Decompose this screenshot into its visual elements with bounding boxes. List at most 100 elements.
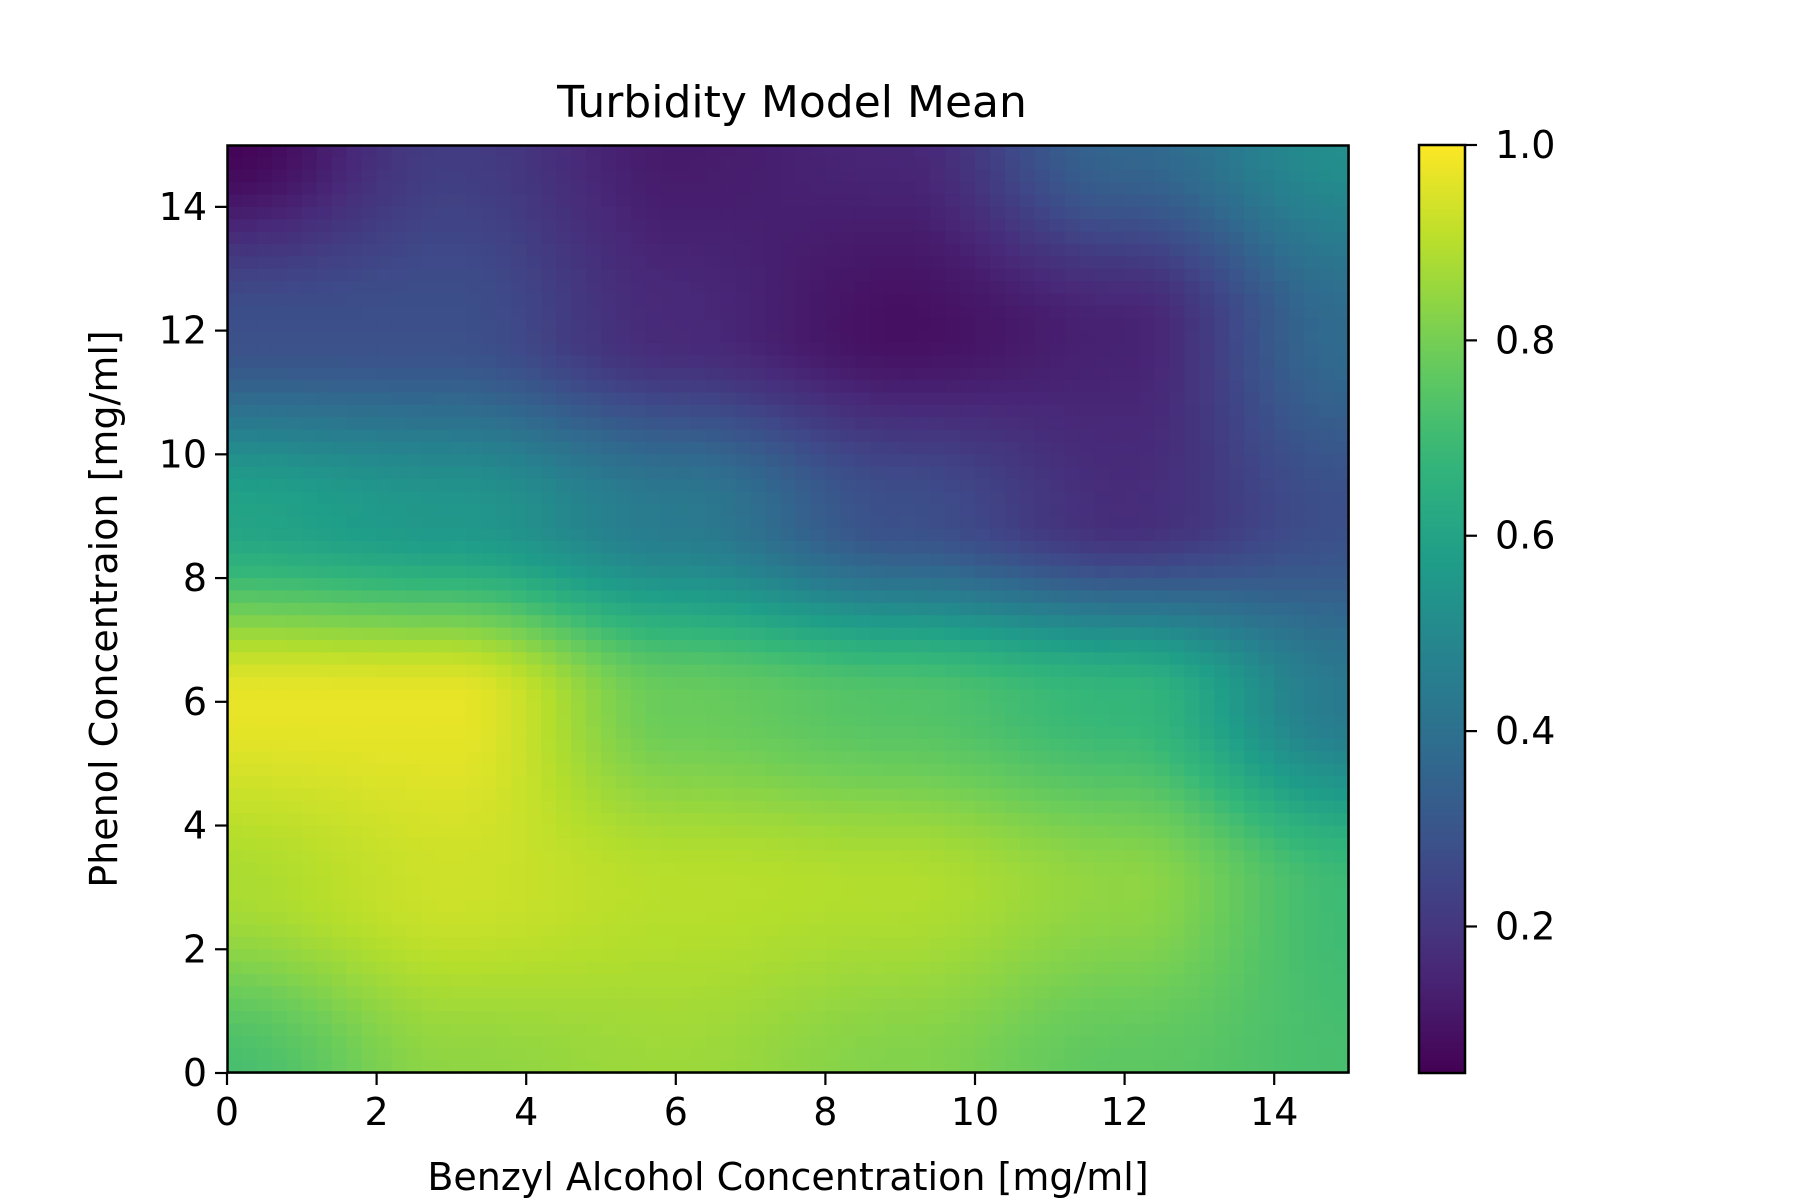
- heatmap-cell: [1229, 293, 1246, 307]
- heatmap-cell: [361, 553, 378, 567]
- heatmap-cell: [421, 553, 438, 567]
- heatmap-cell: [975, 330, 991, 344]
- heatmap-cell: [466, 441, 483, 456]
- heatmap-cell: [361, 627, 378, 641]
- heatmap-cell: [451, 763, 468, 777]
- heatmap-cell: [810, 627, 827, 641]
- heatmap-cell: [900, 305, 916, 320]
- heatmap-cell: [511, 268, 527, 282]
- heatmap-cell: [1034, 182, 1051, 196]
- heatmap-cell: [1274, 231, 1290, 245]
- heatmap-cell: [660, 615, 677, 629]
- heatmap-cell: [840, 380, 857, 394]
- heatmap-cell: [1334, 330, 1350, 344]
- heatmap-cell: [406, 429, 423, 443]
- heatmap-cell: [989, 850, 1006, 864]
- heatmap-cell: [406, 479, 423, 493]
- heatmap-cell: [945, 281, 961, 295]
- heatmap-cell: [690, 590, 707, 604]
- heatmap-cell: [1244, 380, 1261, 394]
- heatmap-cell: [915, 899, 931, 913]
- heatmap-cell: [1289, 813, 1305, 827]
- heatmap-cell: [720, 714, 737, 728]
- heatmap-cell: [1019, 268, 1036, 282]
- heatmap-cell: [810, 875, 827, 889]
- heatmap-cell: [870, 392, 887, 406]
- heatmap-cell: [241, 664, 258, 678]
- heatmap-cell: [1214, 738, 1231, 753]
- heatmap-cell: [1049, 503, 1066, 517]
- heatmap-cell: [421, 875, 438, 889]
- heatmap-cell: [1094, 701, 1111, 715]
- heatmap-cell: [1184, 441, 1201, 456]
- heatmap-cell: [391, 602, 408, 616]
- heatmap-cell: [750, 800, 767, 814]
- heatmap-cell: [630, 268, 647, 282]
- heatmap-cell: [989, 429, 1006, 443]
- heatmap-cell: [645, 738, 662, 753]
- heatmap-cell: [675, 540, 692, 555]
- heatmap-cell: [376, 652, 393, 666]
- heatmap-cell: [376, 627, 393, 641]
- heatmap-cell: [1109, 776, 1126, 790]
- heatmap-cell: [750, 850, 767, 864]
- heatmap-cell: [346, 441, 363, 456]
- heatmap-cell: [885, 231, 901, 245]
- heatmap-cell: [675, 738, 692, 753]
- heatmap-cell: [586, 231, 602, 245]
- heatmap-cell: [1064, 243, 1081, 258]
- heatmap-cell: [1184, 157, 1201, 171]
- heatmap-cell: [316, 330, 333, 344]
- heatmap-cell: [1019, 788, 1036, 802]
- heatmap-cell: [556, 899, 572, 913]
- heatmap-cell: [466, 553, 483, 567]
- heatmap-cell: [1259, 182, 1275, 196]
- heatmap-cell: [1334, 318, 1350, 332]
- heatmap-cell: [586, 850, 602, 864]
- heatmap-cell: [451, 664, 468, 678]
- heatmap-cell: [331, 145, 348, 159]
- heatmap-cell: [601, 219, 617, 233]
- heatmap-cell: [1259, 664, 1275, 678]
- heatmap-cell: [1004, 441, 1021, 456]
- heatmap-cell: [780, 479, 797, 493]
- heatmap-cell: [421, 528, 438, 542]
- heatmap-cell: [466, 479, 483, 493]
- heatmap-cell: [1169, 305, 1186, 320]
- heatmap-cell: [1019, 862, 1036, 876]
- heatmap-cell: [660, 516, 677, 530]
- heatmap-cell: [227, 243, 243, 258]
- heatmap-cell: [1019, 516, 1036, 530]
- heatmap-cell: [1034, 318, 1051, 332]
- heatmap-cell: [436, 466, 453, 480]
- heatmap-cell: [436, 850, 453, 864]
- heatmap-cell: [391, 615, 408, 629]
- heatmap-cell: [780, 924, 797, 938]
- heatmap-cell: [765, 850, 782, 864]
- heatmap-cell: [930, 776, 946, 790]
- heatmap-cell: [1199, 219, 1216, 233]
- heatmap-cell: [825, 355, 842, 369]
- heatmap-cell: [1154, 206, 1171, 221]
- heatmap-cell: [855, 305, 872, 320]
- heatmap-cell: [1214, 219, 1231, 233]
- heatmap-cell: [391, 540, 408, 555]
- heatmap-cell: [1244, 182, 1261, 196]
- heatmap-cell: [975, 231, 991, 245]
- heatmap-cell: [780, 355, 797, 369]
- heatmap-cell: [1124, 194, 1141, 208]
- heatmap-cell: [601, 689, 617, 703]
- heatmap-cell: [960, 318, 976, 332]
- heatmap-cell: [885, 689, 901, 703]
- heatmap-cell: [316, 912, 333, 926]
- heatmap-cell: [750, 466, 767, 480]
- heatmap-cell: [241, 602, 258, 616]
- heatmap-cell: [975, 182, 991, 196]
- heatmap-cell: [511, 627, 527, 641]
- heatmap-cell: [241, 837, 258, 852]
- heatmap-cell: [840, 776, 857, 790]
- heatmap-cell: [1004, 788, 1021, 802]
- heatmap-cell: [511, 677, 527, 691]
- heatmap-cell: [601, 726, 617, 740]
- heatmap-cell: [496, 194, 513, 208]
